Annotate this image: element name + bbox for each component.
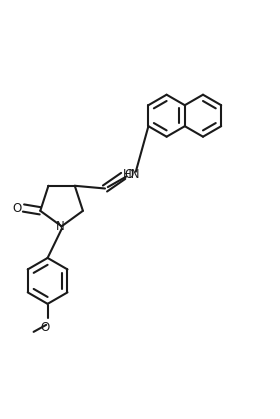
- Text: HN: HN: [123, 168, 140, 181]
- Text: O: O: [125, 168, 134, 181]
- Text: O: O: [13, 202, 22, 215]
- Text: O: O: [40, 321, 50, 334]
- Text: N: N: [56, 220, 65, 233]
